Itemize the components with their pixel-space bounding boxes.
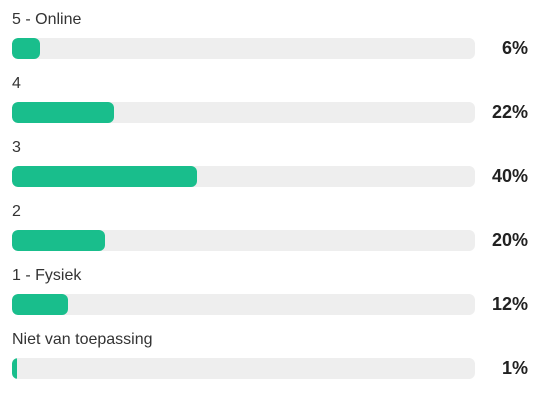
horizontal-bar-chart: 5 - Online 6% 4 22% 3 40% 2 20% 1 - Fysi… [0, 10, 535, 379]
bar-row-niet-van-toepassing: Niet van toepassing 1% [0, 330, 535, 394]
value-label: 40% [491, 166, 528, 186]
bar [12, 166, 198, 187]
category-label: 5 - Online [12, 11, 82, 28]
category-label: 3 [12, 139, 21, 156]
bar [12, 358, 17, 379]
bar-track [12, 230, 475, 251]
bar-row-3: 3 40% [0, 138, 535, 202]
bar [12, 294, 68, 315]
bar [12, 102, 114, 123]
bar-track [12, 102, 475, 123]
value-label: 20% [491, 230, 528, 250]
value-label: 1% [501, 358, 528, 378]
category-label: 2 [12, 203, 21, 220]
bar-track [12, 166, 475, 187]
value-label: 22% [491, 102, 528, 122]
category-label: 4 [12, 75, 21, 92]
bar [12, 38, 40, 59]
bar-row-2: 2 20% [0, 202, 535, 266]
value-label: 12% [491, 294, 528, 314]
bar-track [12, 38, 475, 59]
value-label: 6% [501, 38, 528, 58]
bar-row-4: 4 22% [0, 74, 535, 138]
category-label: Niet van toepassing [12, 331, 153, 348]
bar-row-5-online: 5 - Online 6% [0, 10, 535, 74]
bar [12, 230, 105, 251]
category-label: 1 - Fysiek [12, 267, 82, 284]
bar-track [12, 294, 475, 315]
bar-row-1-fysiek: 1 - Fysiek 12% [0, 266, 535, 330]
bar-track [12, 358, 475, 379]
